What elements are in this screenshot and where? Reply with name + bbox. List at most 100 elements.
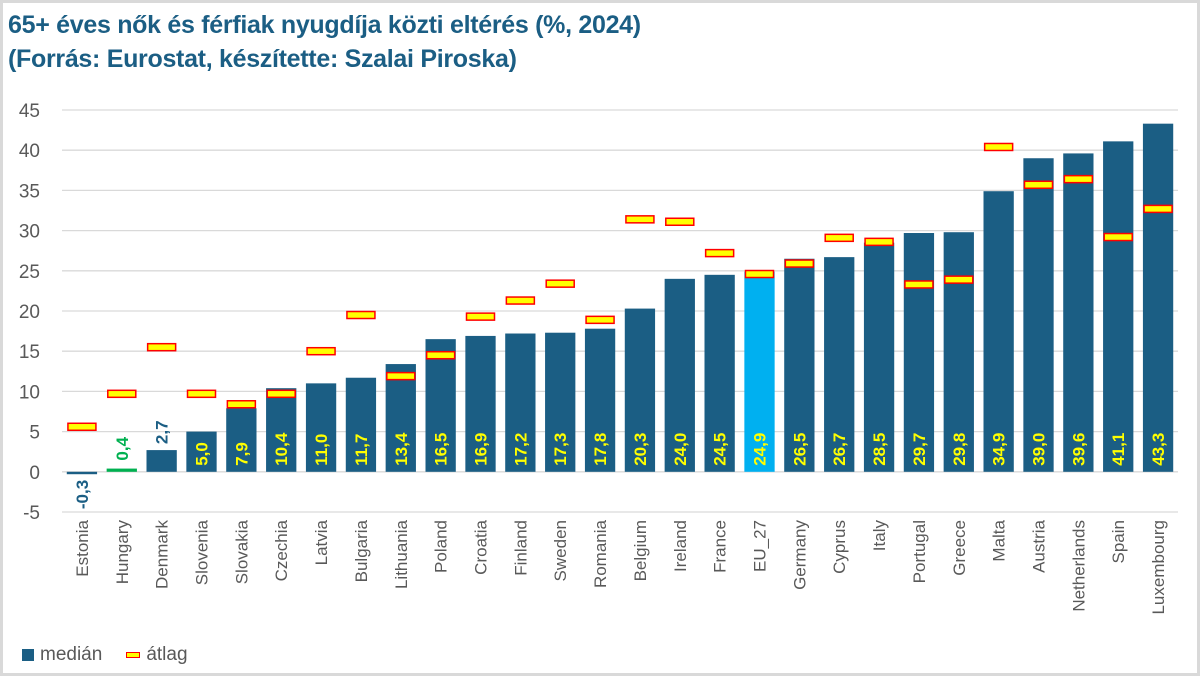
atlag-marker-germany xyxy=(785,260,813,267)
x-tick-label: Spain xyxy=(1109,520,1128,563)
x-tick-label: Cyprus xyxy=(830,520,849,574)
y-tick-label: 10 xyxy=(19,382,40,403)
x-tick-label: Greece xyxy=(950,520,969,576)
y-tick-label: 45 xyxy=(19,101,40,122)
atlag-marker-bulgaria xyxy=(347,312,375,319)
data-label-austria: 39,0 xyxy=(1030,433,1049,466)
atlag-marker-denmark xyxy=(148,344,176,351)
data-label-italy: 28,5 xyxy=(870,433,889,466)
atlag-marker-czechia xyxy=(267,390,295,397)
bar-netherlands xyxy=(1063,153,1093,471)
x-tick-label: Italy xyxy=(870,520,889,552)
y-tick-label: -5 xyxy=(23,503,40,524)
legend-median-label: medián xyxy=(40,644,102,666)
bar-hungary xyxy=(107,469,137,472)
data-label-lithuania: 13,4 xyxy=(392,432,411,466)
atlag-marker-latvia xyxy=(307,348,335,355)
x-tick-label: Portugal xyxy=(910,520,929,583)
atlag-marker-sweden xyxy=(546,280,574,287)
x-tick-label: Ireland xyxy=(671,520,690,572)
legend-median-swatch xyxy=(22,649,34,661)
data-label-spain: 41,1 xyxy=(1109,433,1128,466)
x-tick-label: Slovenia xyxy=(193,519,212,585)
atlag-marker-cyprus xyxy=(825,234,853,241)
x-tick-label: Austria xyxy=(1030,519,1049,572)
data-label-greece: 29,8 xyxy=(950,433,969,466)
x-tick-label: Luxembourg xyxy=(1149,520,1168,615)
y-tick-label: 35 xyxy=(19,181,40,202)
bar-spain xyxy=(1103,141,1133,471)
x-tick-label: Czechia xyxy=(272,519,291,581)
atlag-marker-slovakia xyxy=(227,401,255,408)
x-tick-label: Malta xyxy=(990,519,1009,561)
data-label-estonia: -0,3 xyxy=(73,480,92,509)
x-tick-label: Sweden xyxy=(551,520,570,581)
atlag-marker-eu_27 xyxy=(746,271,774,278)
x-tick-label: Poland xyxy=(432,520,451,573)
data-label-malta: 34,9 xyxy=(990,433,1009,466)
y-tick-label: 0 xyxy=(29,463,40,484)
data-label-latvia: 11,0 xyxy=(312,434,331,466)
bar-luxembourg xyxy=(1143,124,1173,472)
data-label-luxembourg: 43,3 xyxy=(1149,433,1168,466)
data-label-germany: 26,5 xyxy=(790,433,809,466)
bar-austria xyxy=(1023,158,1053,472)
data-label-czechia: 10,4 xyxy=(272,432,291,466)
y-tick-label: 20 xyxy=(19,302,40,323)
x-tick-label: Netherlands xyxy=(1069,520,1088,612)
data-label-finland: 17,2 xyxy=(511,433,530,466)
atlag-marker-ireland xyxy=(666,218,694,225)
atlag-marker-italy xyxy=(865,238,893,245)
x-tick-label: Latvia xyxy=(312,519,331,565)
atlag-marker-croatia xyxy=(467,313,495,320)
atlag-marker-lithuania xyxy=(387,373,415,380)
atlag-marker-luxembourg xyxy=(1144,205,1172,212)
data-label-eu_27: 24,9 xyxy=(751,433,770,466)
atlag-marker-netherlands xyxy=(1064,176,1092,183)
legend-atlag-label: átlag xyxy=(146,644,187,666)
bar-denmark xyxy=(146,450,176,472)
median-bars xyxy=(67,124,1173,475)
data-label-netherlands: 39,6 xyxy=(1069,433,1088,466)
x-tick-label: Germany xyxy=(790,520,809,590)
x-tick-label: Hungary xyxy=(113,520,132,585)
x-tick-label: Croatia xyxy=(472,519,491,574)
atlag-marker-slovenia xyxy=(188,390,216,397)
data-label-croatia: 16,9 xyxy=(472,433,491,466)
atlag-marker-france xyxy=(706,250,734,257)
data-label-belgium: 20,3 xyxy=(631,433,650,466)
data-label-bulgaria: 11,7 xyxy=(352,434,371,466)
bar-malta xyxy=(983,191,1013,472)
legend: medián átlag xyxy=(22,644,188,666)
data-label-hungary: 0,4 xyxy=(113,436,132,460)
x-tick-label: Estonia xyxy=(73,519,92,576)
data-label-ireland: 24,0 xyxy=(671,433,690,466)
data-label-romania: 17,8 xyxy=(591,433,610,466)
y-tick-label: 25 xyxy=(19,262,40,283)
x-tick-label: Lithuania xyxy=(392,519,411,589)
data-label-portugal: 29,7 xyxy=(910,433,929,466)
data-label-sweden: 17,3 xyxy=(551,433,570,466)
atlag-marker-belgium xyxy=(626,216,654,223)
y-tick-label: 30 xyxy=(19,222,40,243)
data-label-france: 24,5 xyxy=(711,433,730,466)
x-tick-label: Romania xyxy=(591,519,610,588)
data-label-denmark: 2,7 xyxy=(153,420,172,444)
x-tick-label: Denmark xyxy=(153,520,172,589)
atlag-marker-finland xyxy=(506,297,534,304)
x-tick-label: Bulgaria xyxy=(352,519,371,582)
atlag-marker-hungary xyxy=(108,390,136,397)
y-tick-label: 15 xyxy=(19,342,40,363)
legend-atlag-swatch xyxy=(126,652,140,658)
data-label-cyprus: 26,7 xyxy=(830,433,849,466)
atlag-marker-portugal xyxy=(905,281,933,288)
x-tick-label: Finland xyxy=(511,520,530,576)
y-axis-ticks: -5 0 5 10 15 20 25 30 35 40 45 xyxy=(19,101,40,524)
x-tick-label: France xyxy=(711,520,730,573)
x-tick-label: EU_27 xyxy=(751,520,770,572)
atlag-marker-malta xyxy=(985,143,1013,150)
x-tick-label: Belgium xyxy=(631,520,650,581)
atlag-marker-romania xyxy=(586,316,614,323)
bar-estonia xyxy=(67,472,97,474)
